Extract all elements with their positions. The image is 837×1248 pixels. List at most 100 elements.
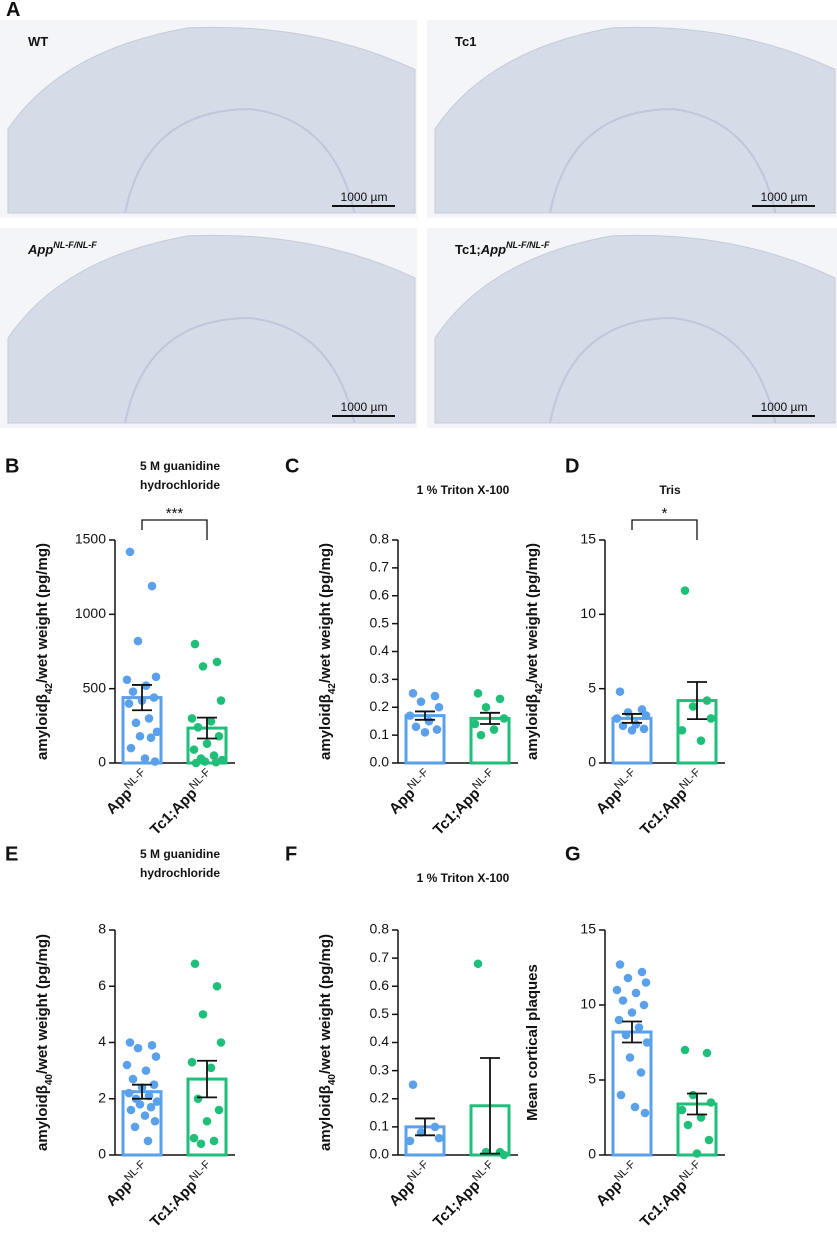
data-point [124, 699, 134, 708]
data-point [405, 1136, 415, 1146]
data-point [146, 733, 156, 743]
category-sup: NL-F [122, 766, 148, 792]
data-point [706, 1098, 716, 1107]
y-tick-label: 0.6 [370, 586, 390, 602]
data-point [621, 1030, 631, 1040]
y-tick-label: 15 [580, 921, 596, 937]
category-text: Tc1;App [147, 785, 201, 839]
panel-letter: C [285, 455, 299, 477]
chart-title: hydrochloride [140, 866, 220, 880]
data-point [152, 1097, 162, 1106]
y-tick-label: 0.4 [370, 642, 390, 658]
y-tick-label: 0.0 [370, 754, 390, 770]
data-point [434, 1133, 444, 1143]
y-axis-label: amyloidβ42/wet weight (pg/mg) [524, 543, 545, 760]
data-point [642, 1038, 652, 1047]
data-point [151, 1052, 161, 1061]
data-point [432, 725, 442, 734]
y-tick-label: 0.8 [370, 921, 390, 937]
data-point [420, 728, 430, 737]
data-point [637, 967, 647, 977]
y-tick-label: 2 [98, 1089, 106, 1105]
label-text: Tc1; [455, 242, 481, 257]
chart-title: 5 M guanidine [140, 847, 220, 861]
data-point [623, 708, 633, 717]
data-point [408, 1080, 418, 1089]
data-point [615, 960, 625, 969]
panel-letter: E [5, 843, 18, 865]
data-point [196, 1139, 206, 1149]
chart-title: hydrochloride [140, 478, 220, 492]
data-point [189, 745, 199, 754]
brain-section [434, 26, 836, 214]
category-text: Tc1;App [637, 1177, 691, 1231]
data-point [150, 1116, 160, 1126]
data-point [126, 1105, 136, 1115]
y-tick-label: 1500 [75, 531, 106, 547]
data-point [149, 693, 159, 702]
y-tick-label: 0.7 [370, 949, 390, 965]
y-tick-label: 0.5 [370, 614, 390, 630]
data-point [630, 1102, 640, 1112]
category-sup: NL-F [122, 1158, 148, 1184]
data-point [209, 1136, 219, 1146]
y-label-text: /wet weight (pg/mg) [34, 543, 51, 683]
y-tick-label: 5 [588, 679, 596, 695]
data-point [615, 687, 625, 696]
y-label-text: /wet weight (pg/mg) [34, 934, 51, 1074]
data-point [206, 1063, 216, 1073]
data-point [193, 1094, 203, 1104]
data-point [639, 724, 649, 734]
data-point [704, 1135, 714, 1145]
label-italic: App [27, 242, 53, 257]
data-point [696, 736, 706, 745]
data-point [128, 687, 138, 696]
y-tick-label: 0.8 [370, 531, 390, 547]
brain-structure [549, 108, 777, 214]
panel-letter: G [565, 843, 581, 865]
y-tick-label: 0.3 [370, 670, 390, 686]
category-sup: NL-F [405, 1158, 431, 1184]
brain-structure [549, 316, 777, 424]
data-point [143, 1136, 153, 1146]
data-point [680, 1045, 690, 1055]
data-point [636, 1068, 646, 1077]
y-label-text: /wet weight (pg/mg) [524, 543, 541, 683]
data-point [688, 1090, 698, 1100]
y-label-text: /wet weight (pg/mg) [317, 543, 334, 683]
image-label: AppNL-F/NL-F [27, 240, 97, 257]
y-tick-label: 500 [83, 679, 107, 695]
data-point [688, 702, 698, 711]
data-point [434, 702, 444, 712]
y-tick-label: 0 [98, 1146, 106, 1162]
scale-label: 1000 µm [761, 190, 808, 204]
data-point [408, 689, 418, 698]
y-label-sub: 42 [44, 683, 55, 695]
data-point [627, 725, 637, 735]
data-point [140, 754, 150, 763]
data-point [189, 1133, 199, 1143]
data-point [187, 1057, 197, 1067]
data-point [187, 714, 197, 723]
data-point [627, 1008, 637, 1017]
data-point [140, 1111, 150, 1120]
y-tick-label: 4 [98, 1033, 106, 1049]
data-point [641, 711, 651, 720]
data-point [612, 985, 622, 995]
panel-letter: A [6, 0, 20, 21]
y-tick-label: 0.3 [370, 1061, 390, 1077]
y-label-text: amyloidβ [34, 694, 51, 760]
x-tick-label: Tc1;AppNL-F [428, 766, 501, 839]
brain-structure [124, 316, 356, 424]
label-sup: NL-F/NL-F [53, 240, 97, 250]
category-sup: NL-F [405, 766, 431, 792]
label-text: WT [28, 34, 48, 49]
scale-label: 1000 µm [341, 400, 388, 414]
y-tick-label: 6 [98, 977, 106, 993]
data-point [473, 689, 483, 698]
data-point [144, 714, 154, 723]
data-point [152, 727, 162, 737]
data-point [470, 719, 480, 729]
y-tick-label: 15 [580, 531, 596, 547]
